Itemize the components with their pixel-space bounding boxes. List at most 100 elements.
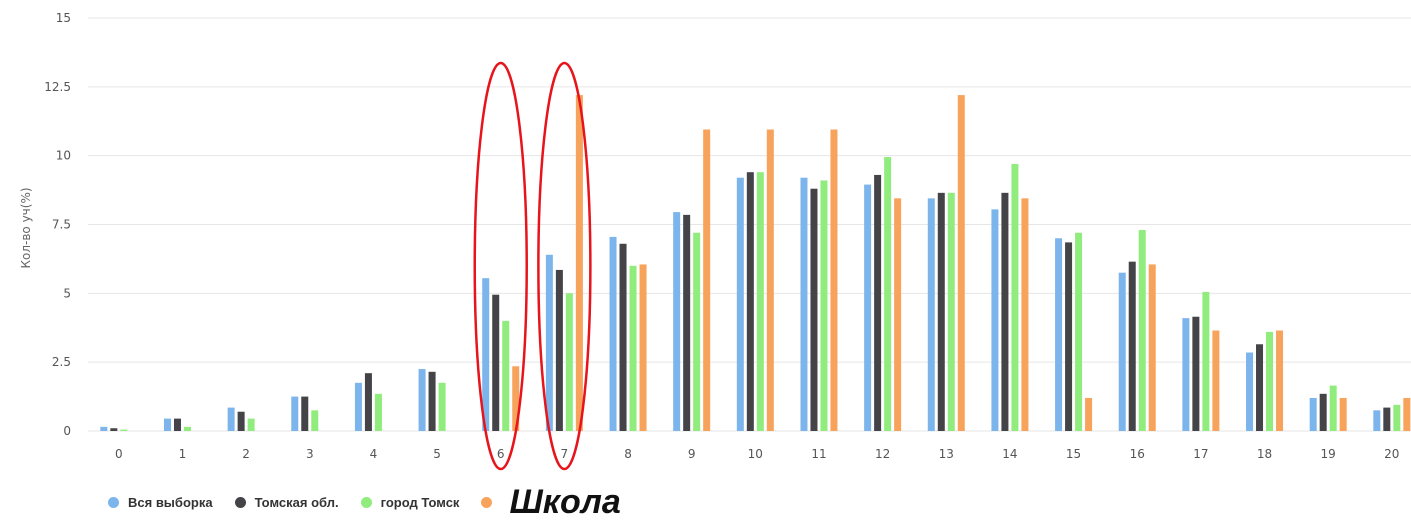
bar[interactable] [1212, 330, 1220, 431]
bar[interactable] [173, 418, 181, 431]
bar[interactable] [957, 95, 965, 432]
bar[interactable] [1329, 385, 1337, 431]
bar[interactable] [1192, 316, 1200, 431]
x-tick-label: 16 [1130, 447, 1145, 461]
bar[interactable] [418, 369, 426, 431]
bar[interactable] [1246, 352, 1254, 431]
bar[interactable] [1001, 192, 1009, 431]
legend-marker [481, 496, 493, 508]
bar[interactable] [1403, 397, 1411, 431]
bar[interactable] [820, 180, 828, 431]
x-tick-label: 10 [748, 447, 763, 461]
bar[interactable] [1276, 330, 1284, 431]
bar[interactable] [512, 366, 520, 431]
bar[interactable] [1138, 230, 1146, 431]
bar[interactable] [545, 254, 553, 431]
x-tick-label: 4 [370, 447, 378, 461]
bar[interactable] [311, 410, 319, 431]
bar[interactable] [502, 320, 510, 431]
bar[interactable] [482, 278, 490, 431]
legend-item-gorod-tomsk[interactable]: город Томск [360, 495, 459, 510]
bar[interactable] [1065, 242, 1073, 431]
bar[interactable] [438, 382, 446, 431]
bar[interactable] [100, 426, 108, 431]
bar[interactable] [991, 209, 999, 431]
bar[interactable] [884, 157, 892, 431]
bar[interactable] [830, 129, 838, 431]
bar[interactable] [1319, 393, 1327, 431]
bar[interactable] [766, 129, 774, 431]
y-tick-label: 5 [63, 286, 71, 300]
bar[interactable] [354, 382, 362, 431]
bar[interactable] [1309, 397, 1317, 431]
legend-marker [234, 496, 246, 508]
bar[interactable] [1373, 410, 1381, 431]
x-tick-label: 11 [811, 447, 826, 461]
legend-label: Вся выборка [128, 494, 213, 510]
bar[interactable] [683, 214, 691, 431]
bar[interactable] [247, 418, 255, 431]
bar[interactable] [894, 198, 902, 431]
highlight-ellipse [537, 61, 592, 471]
bar[interactable] [736, 177, 744, 431]
bar[interactable] [947, 192, 955, 431]
bar[interactable] [619, 243, 627, 431]
bar[interactable] [693, 232, 701, 431]
bar[interactable] [864, 184, 872, 431]
bar[interactable] [1055, 238, 1063, 431]
bar[interactable] [565, 293, 573, 431]
bar[interactable] [673, 212, 681, 431]
bar[interactable] [639, 264, 647, 431]
x-tick-label: 17 [1193, 447, 1208, 461]
legend-item-shkola[interactable]: Школа [481, 483, 621, 522]
bar[interactable] [120, 429, 128, 431]
bar[interactable] [227, 407, 235, 431]
x-tick-label: 3 [306, 447, 314, 461]
bar[interactable] [163, 418, 171, 431]
bar[interactable] [1182, 318, 1190, 431]
bar[interactable] [364, 373, 372, 431]
legend-item-vsya-vyborka[interactable]: Вся выборка [108, 495, 213, 510]
bar[interactable] [1075, 232, 1083, 431]
bar[interactable] [756, 172, 764, 432]
bar[interactable] [1202, 291, 1210, 431]
bar[interactable] [1085, 397, 1093, 431]
bar[interactable] [291, 396, 299, 431]
bar[interactable] [1256, 344, 1264, 431]
bar[interactable] [937, 192, 945, 431]
bar[interactable] [800, 177, 808, 431]
bar[interactable] [1128, 261, 1136, 431]
bar[interactable] [1021, 198, 1029, 431]
bar[interactable] [629, 265, 637, 431]
bar[interactable] [1011, 163, 1019, 431]
bar[interactable] [810, 188, 818, 431]
bar[interactable] [555, 269, 563, 431]
bar[interactable] [874, 174, 882, 431]
bar[interactable] [301, 396, 309, 431]
bar[interactable] [609, 236, 617, 431]
bar[interactable] [746, 172, 754, 432]
bar[interactable] [374, 393, 382, 431]
bar[interactable] [1148, 264, 1156, 431]
bar[interactable] [1266, 331, 1274, 431]
x-tick-label: 6 [497, 447, 505, 461]
bar[interactable] [1339, 397, 1347, 431]
bar[interactable] [927, 198, 935, 431]
legend-item-tomskaya-obl[interactable]: Томская обл. [234, 495, 339, 510]
bar[interactable] [237, 411, 245, 431]
y-tick-label: 2.5 [52, 355, 71, 369]
x-tick-label: 19 [1321, 447, 1336, 461]
bar[interactable] [1118, 272, 1126, 431]
x-axis-ticks: 0 1 2 3 4 5 6 7 8 9 10 11 12 13 14 15 16 17 18 19 20 [115, 447, 1399, 461]
bar[interactable] [703, 129, 711, 431]
bar[interactable] [575, 95, 583, 432]
x-tick-label: 1 [179, 447, 187, 461]
bar[interactable] [492, 294, 500, 431]
bar[interactable] [1383, 407, 1391, 431]
x-tick-label: 13 [939, 447, 954, 461]
bar[interactable] [1393, 404, 1401, 431]
bar[interactable] [183, 426, 191, 431]
bar[interactable] [110, 428, 118, 431]
bar[interactable] [428, 371, 436, 431]
